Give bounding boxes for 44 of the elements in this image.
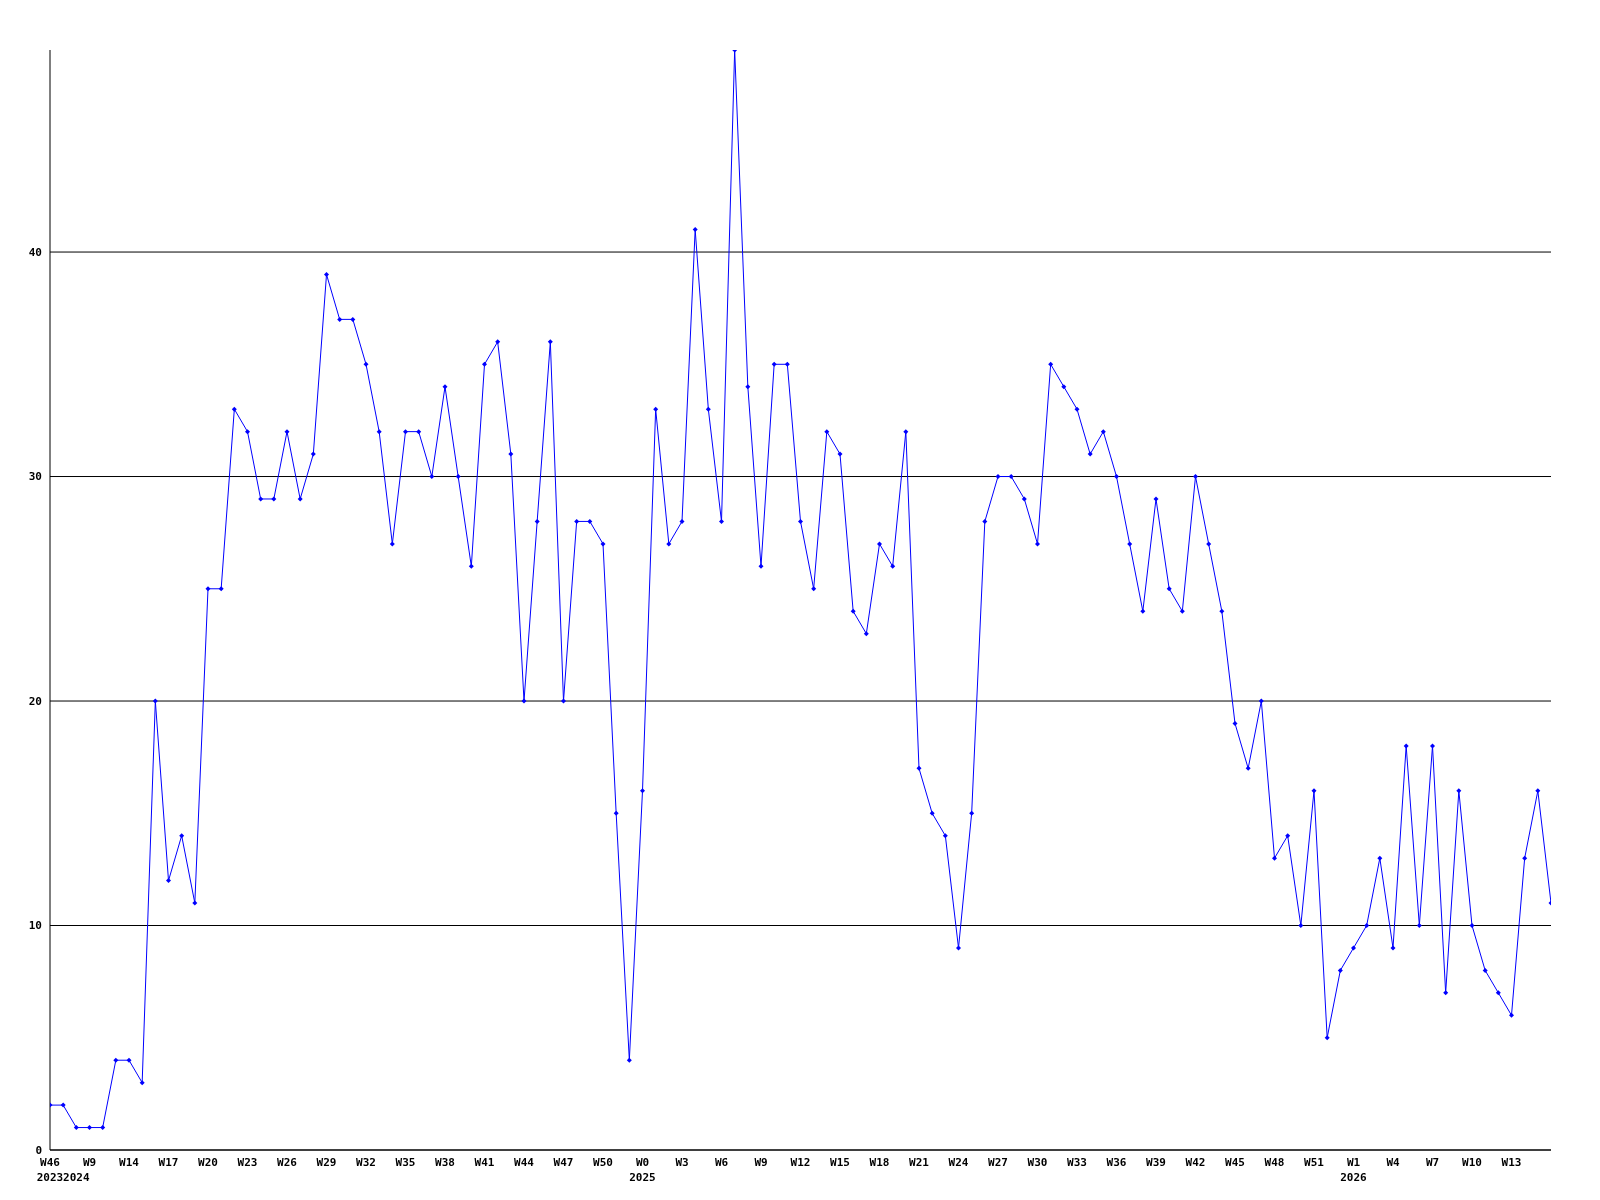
x-tick-label: W44 [514,1156,535,1169]
x-tick-label: W12 [790,1156,811,1169]
x-tick-label: W48 [1264,1156,1285,1169]
x-tick-label: W6 [714,1156,729,1169]
x-tick-label: W9 [82,1156,97,1169]
x-tick-label: W27 [988,1156,1008,1169]
x-tick-label: W9 [754,1156,768,1169]
y-tick-label: 30 [28,470,42,484]
x-tick-label: W20 [198,1156,218,1169]
x-tick-label: W13 [1501,1156,1522,1169]
y-tick-label: 40 [28,245,42,259]
x-tick-label: W36 [1106,1156,1127,1169]
y-tick-label: 0 [35,1143,42,1157]
x-tick-label: W47 [553,1156,574,1169]
x-tick-label: W41 [474,1156,495,1169]
x-tick-label: W1 2026 [1340,1156,1368,1184]
x-tick-label: W51 [1304,1156,1325,1169]
x-tick-label: W33 [1067,1156,1087,1169]
x-tick-label: 2024 [63,1171,90,1184]
x-tick-label: W4 [1386,1156,1400,1169]
y-tick-label: 20 [28,694,42,708]
x-tick-label: W15 [830,1156,850,1169]
x-tick-label: W29 [316,1156,337,1169]
x-tick-label: W30 [1027,1156,1048,1169]
x-tick-label: W18 [869,1156,890,1169]
x-tick-label: W38 [435,1156,455,1169]
x-tick-label: W46 2023 [36,1156,64,1184]
x-tick-label: W14 [119,1156,140,1169]
x-tick-label: W21 [909,1156,930,1169]
x-tick-label: W39 [1146,1156,1166,1169]
y-tick-label: 10 [28,919,42,933]
x-tick-label: W7 [1425,1156,1440,1169]
x-tick-label: W26 [277,1156,298,1169]
x-tick-label: W32 [356,1156,376,1169]
x-tick-label: W0 2025 [629,1156,656,1184]
x-tick-label: W42 [1185,1156,1206,1169]
x-tick-label: W23 [237,1156,258,1169]
x-tick-label: W3 [675,1156,689,1169]
x-tick-label: W50 [593,1156,613,1169]
x-tick-label: W24 [948,1156,969,1169]
x-tick-label: W10 [1462,1156,1482,1169]
x-tick-label: W35 [395,1156,416,1169]
x-tick-label: W17 [158,1156,179,1169]
x-tick-label: W45 [1225,1156,1245,1169]
